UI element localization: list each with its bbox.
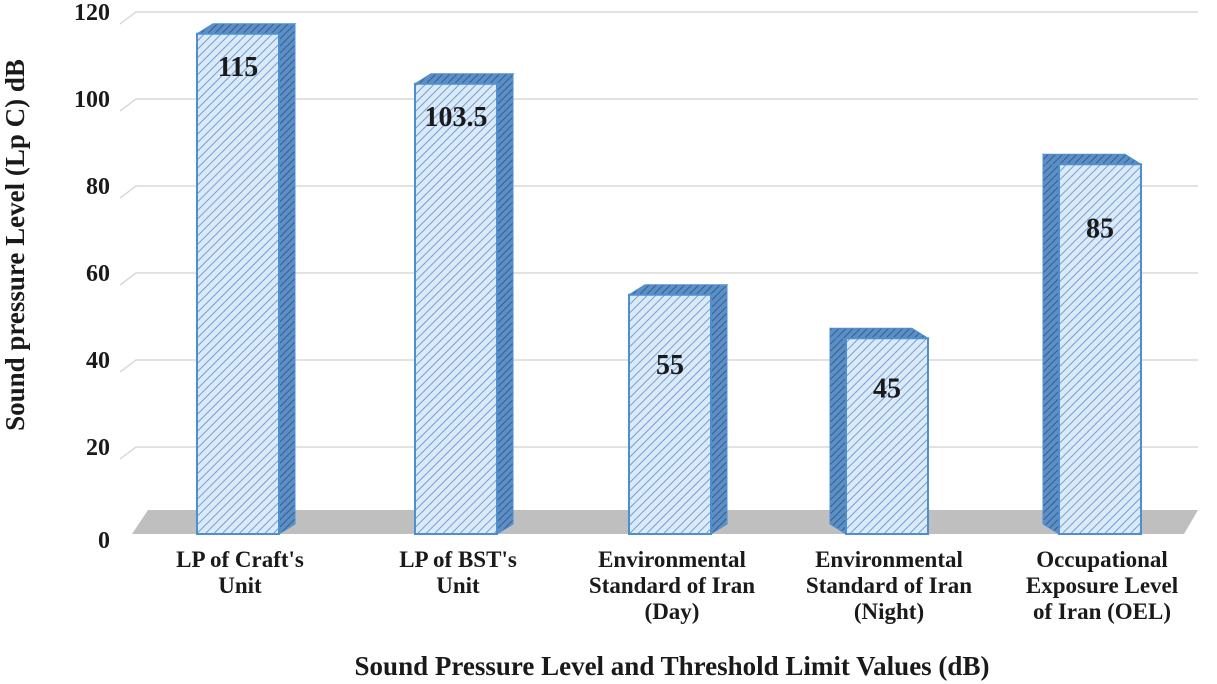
category-label: (Day)	[645, 599, 700, 624]
x-axis-title: Sound Pressure Level and Threshold Limit…	[355, 651, 990, 681]
y-tick-label: 120	[74, 0, 110, 26]
bar-top	[413, 73, 515, 85]
y-tick-label: 80	[86, 174, 110, 200]
category-label: Standard of Iran	[589, 573, 755, 598]
category-label: of Iran (OEL)	[1033, 599, 1171, 624]
y-axis-title: Sound pressure Level (Lp C) dB	[0, 59, 30, 431]
data-label: 45	[873, 373, 901, 404]
bar	[1042, 153, 1143, 535]
y-tick-label: 20	[86, 435, 110, 461]
bar-front	[196, 32, 280, 535]
y-tick-label: 100	[74, 87, 110, 113]
bar-side	[829, 327, 847, 535]
y-tick-label: 60	[86, 261, 110, 287]
bar-top	[829, 327, 930, 339]
category-label: Exposure Level	[1026, 573, 1178, 598]
bar-side	[496, 72, 514, 535]
bar	[627, 283, 729, 535]
data-label: 55	[656, 350, 684, 381]
bar-front	[628, 293, 712, 535]
category-label: Unit	[218, 573, 262, 598]
bar-front	[414, 82, 498, 536]
bar-front	[845, 337, 929, 535]
category-label: Unit	[436, 573, 480, 598]
bar-front	[1058, 163, 1142, 535]
category-label: LP of Craft's	[176, 547, 304, 572]
category-label: (Night)	[854, 599, 924, 624]
y-tick-label: 0	[98, 528, 110, 554]
data-label: 85	[1086, 213, 1114, 244]
data-label: 103.5	[425, 102, 488, 133]
bar	[829, 327, 930, 535]
bars	[195, 22, 1143, 536]
bar	[195, 22, 297, 535]
category-label: LP of BST's	[399, 547, 517, 572]
gridline	[119, 272, 1198, 286]
bar-top	[1042, 153, 1143, 165]
bar-top	[195, 23, 297, 35]
category-label: Occupational	[1036, 547, 1168, 572]
category-label: Environmental	[598, 547, 746, 572]
bar-side	[710, 283, 728, 535]
bar-top	[627, 284, 729, 296]
gridline	[119, 98, 1198, 112]
category-label: Standard of Iran	[806, 573, 972, 598]
data-label: 115	[218, 52, 258, 83]
bar	[413, 72, 515, 536]
bar-side	[278, 22, 296, 535]
y-tick-label: 40	[86, 348, 110, 374]
gridline	[119, 11, 1198, 25]
bar-side	[1042, 153, 1060, 535]
category-label: Environmental	[815, 547, 963, 572]
gridline	[119, 185, 1198, 199]
